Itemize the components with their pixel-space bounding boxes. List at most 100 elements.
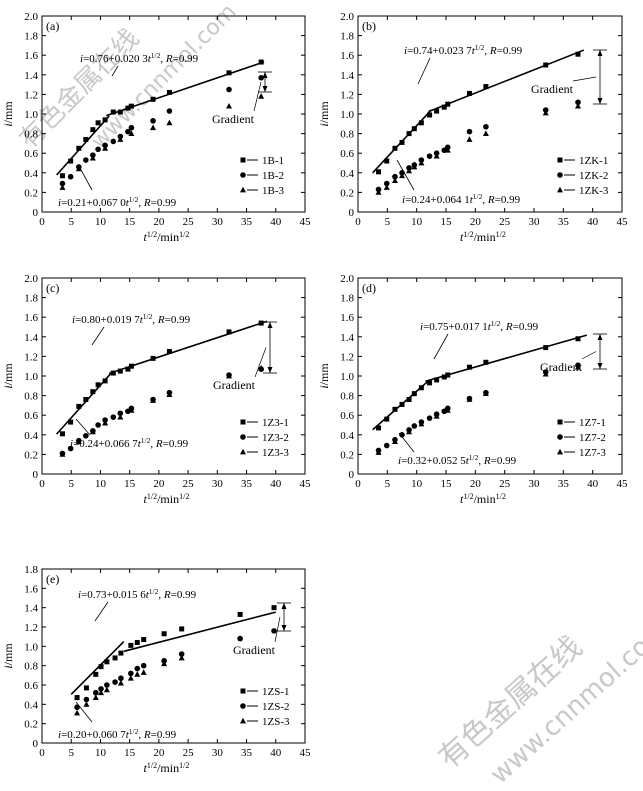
panel-label: (d) bbox=[362, 281, 376, 295]
fit-label-lower: i=0.24+0.066 7t1/2, R=0.99 bbox=[70, 436, 189, 450]
data-point bbox=[166, 119, 173, 126]
data-point bbox=[441, 374, 447, 380]
y-tick-label: 0.4 bbox=[24, 168, 38, 180]
y-tick-label: 0.8 bbox=[24, 129, 38, 141]
y-axis-label: i/mm bbox=[317, 101, 331, 127]
y-tick-label: 1.2 bbox=[340, 351, 354, 363]
y-tick-label: 1.0 bbox=[24, 371, 38, 383]
data-point bbox=[95, 422, 101, 428]
legend-label: 1Z3-2 bbox=[262, 432, 289, 444]
legend-label: 1Z7-1 bbox=[579, 417, 606, 429]
data-point bbox=[150, 355, 156, 361]
data-point bbox=[483, 84, 489, 90]
data-point bbox=[178, 651, 185, 657]
y-tick-label: 1.2 bbox=[340, 89, 354, 101]
legend-label: 1ZS-1 bbox=[262, 686, 290, 698]
data-point bbox=[166, 349, 172, 354]
y-tick-label: 0.8 bbox=[24, 661, 38, 673]
data-point bbox=[128, 103, 134, 109]
data-point bbox=[134, 665, 141, 672]
y-tick-label: 0.2 bbox=[340, 187, 354, 199]
data-point bbox=[104, 682, 110, 688]
data-point bbox=[542, 370, 549, 377]
data-point bbox=[150, 118, 156, 124]
data-point bbox=[575, 363, 581, 370]
x-tick-label: 15 bbox=[441, 216, 453, 228]
legend-marker bbox=[557, 448, 563, 455]
data-point bbox=[418, 159, 425, 166]
data-point bbox=[125, 366, 131, 372]
panel-label: (a) bbox=[46, 19, 59, 33]
x-tick-label: 10 bbox=[411, 478, 423, 490]
data-point bbox=[383, 184, 390, 190]
x-tick-label: 45 bbox=[300, 478, 312, 490]
data-point bbox=[83, 136, 89, 142]
data-point bbox=[237, 611, 243, 617]
y-tick-label: 1.0 bbox=[24, 109, 38, 121]
fit-label-lower-leader bbox=[75, 701, 93, 723]
x-tick-label: 30 bbox=[529, 478, 541, 490]
data-point bbox=[466, 90, 472, 96]
data-point bbox=[102, 145, 109, 151]
x-tick-label: 40 bbox=[270, 747, 282, 759]
data-point bbox=[90, 389, 96, 395]
data-point bbox=[128, 130, 135, 136]
series-1Z7-3 bbox=[375, 363, 581, 455]
gradient-bracket bbox=[254, 321, 277, 378]
data-point bbox=[128, 642, 134, 648]
y-tick-label: 1.8 bbox=[340, 293, 354, 305]
x-tick-label: 20 bbox=[470, 216, 482, 228]
data-point bbox=[110, 370, 116, 376]
fit-label-upper: i=0.80+0.019 7t1/2, R=0.99 bbox=[72, 312, 191, 326]
legend-label: 1B-2 bbox=[262, 170, 284, 182]
legend-marker bbox=[240, 157, 246, 163]
x-tick-label: 35 bbox=[241, 747, 253, 759]
data-point bbox=[134, 671, 141, 677]
data-point bbox=[74, 704, 80, 711]
data-point bbox=[411, 126, 417, 132]
data-point bbox=[384, 158, 390, 164]
legend: 1ZS-1 1ZS-2 1ZS-3 bbox=[240, 686, 290, 728]
data-point bbox=[411, 423, 418, 429]
y-tick-label: 1.4 bbox=[340, 332, 354, 344]
data-point bbox=[128, 407, 135, 413]
panel-label: (e) bbox=[46, 572, 59, 586]
y-tick-label: 0.2 bbox=[24, 187, 38, 199]
data-point bbox=[575, 336, 581, 342]
y-tick-label: 1.6 bbox=[24, 50, 38, 62]
data-point bbox=[102, 117, 108, 123]
fit-line-2 bbox=[56, 115, 110, 176]
data-point bbox=[399, 139, 405, 145]
series-1ZS-2 bbox=[74, 628, 277, 711]
x-tick-label: 20 bbox=[470, 478, 482, 490]
legend-marker bbox=[240, 688, 246, 694]
gradient-label: Gradient bbox=[233, 643, 276, 657]
y-tick-label: 1.8 bbox=[24, 31, 38, 43]
x-tick-label: 25 bbox=[499, 478, 511, 490]
data-point bbox=[258, 93, 265, 99]
x-tick-label: 25 bbox=[183, 478, 195, 490]
x-tick-label: 20 bbox=[153, 216, 165, 228]
panel-label: (c) bbox=[46, 281, 59, 295]
gradient-bracket bbox=[581, 333, 607, 370]
data-point bbox=[83, 685, 89, 691]
x-tick-label: 35 bbox=[558, 216, 570, 228]
data-point bbox=[445, 372, 451, 378]
y-tick-label: 0 bbox=[349, 469, 355, 481]
data-point bbox=[384, 416, 390, 422]
x-tick-label: 20 bbox=[153, 478, 165, 490]
data-point bbox=[399, 172, 405, 179]
data-point bbox=[433, 152, 440, 159]
series-1ZK-3 bbox=[375, 102, 581, 195]
data-point bbox=[67, 445, 74, 452]
y-tick-label: 0.4 bbox=[340, 168, 354, 180]
x-tick-label: 0 bbox=[39, 216, 45, 228]
y-tick-label: 1.0 bbox=[340, 109, 354, 121]
data-point bbox=[542, 109, 549, 116]
data-point bbox=[150, 96, 156, 102]
data-point bbox=[128, 124, 135, 131]
data-point bbox=[102, 378, 108, 384]
chart-panel-5: 0 5 10 15 20 25 30 35 40 45 0 0.2 0.4 0.6 0.8 1.0 1.2 1.4… bbox=[1, 564, 311, 775]
x-tick-label: 35 bbox=[558, 478, 570, 490]
legend-marker bbox=[557, 157, 563, 163]
